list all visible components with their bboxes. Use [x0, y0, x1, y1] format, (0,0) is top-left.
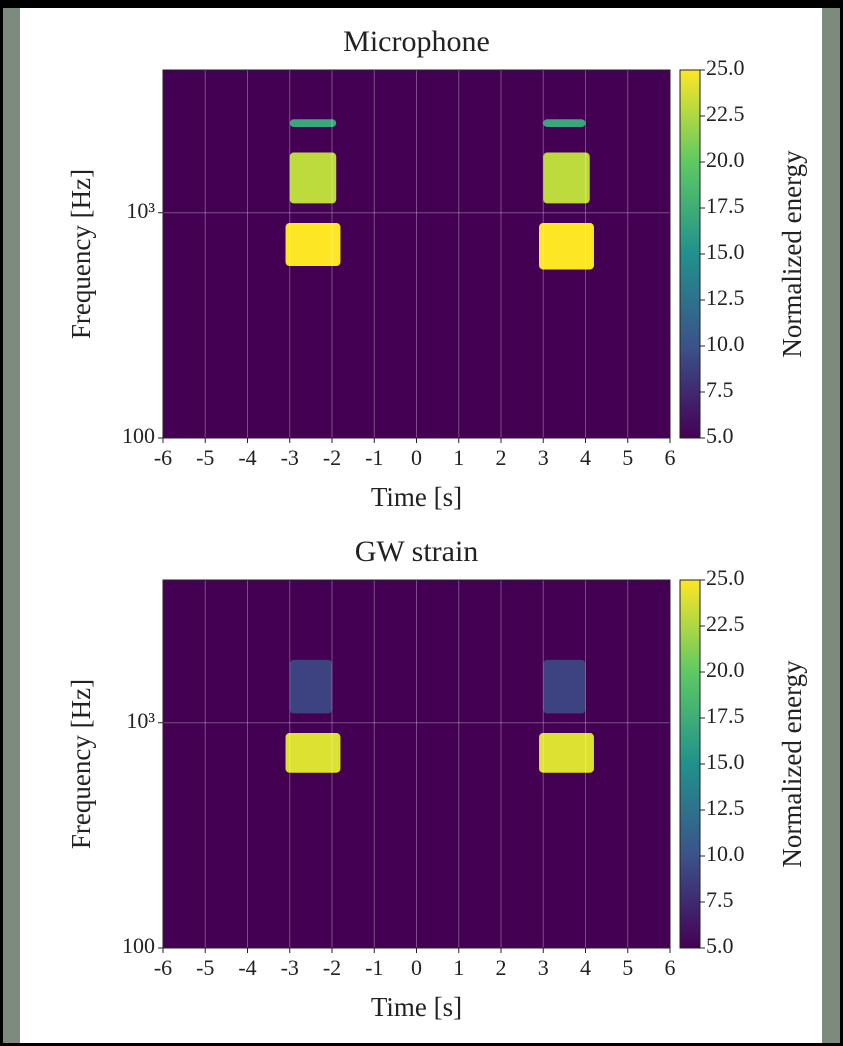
colorbar-tick-label: 5.0	[706, 423, 734, 448]
y-tick-label: 10³	[126, 198, 155, 223]
colorbar-tick-label: 20.0	[706, 657, 745, 682]
energy-patch	[285, 223, 341, 267]
x-tick-label: -2	[323, 955, 341, 980]
chart-title: GW strain	[355, 535, 479, 568]
x-tick-label: -6	[154, 445, 172, 470]
x-tick-label: 0	[411, 445, 422, 470]
energy-patch	[539, 223, 594, 270]
x-tick-label: 5	[622, 955, 633, 980]
x-tick-label: 0	[411, 955, 422, 980]
energy-patch	[285, 733, 341, 773]
colorbar-label: Normalized energy	[777, 660, 807, 868]
x-tick-label: 6	[665, 955, 676, 980]
x-axis-label: Time [s]	[371, 482, 462, 512]
x-tick-label: -4	[238, 955, 256, 980]
x-tick-label: 2	[496, 445, 507, 470]
colorbar-tick-label: 7.5	[706, 377, 734, 402]
y-tick-label: 100	[122, 423, 155, 448]
energy-patch	[289, 119, 337, 128]
x-tick-label: 5	[622, 445, 633, 470]
x-tick-label: 1	[453, 955, 464, 980]
energy-patch	[289, 659, 332, 714]
x-tick-label: -5	[196, 955, 214, 980]
x-tick-label: -1	[365, 955, 383, 980]
x-tick-label: 2	[496, 955, 507, 980]
y-tick-label: 10³	[126, 708, 155, 733]
side-strip	[822, 8, 840, 1043]
colorbar-tick-label: 15.0	[706, 749, 745, 774]
x-tick-label: 3	[538, 955, 549, 980]
x-tick-label: 4	[580, 955, 591, 980]
x-tick-label: -3	[281, 955, 299, 980]
colorbar-label: Normalized energy	[777, 150, 807, 358]
colorbar	[679, 579, 701, 949]
x-tick-label: 6	[665, 445, 676, 470]
x-tick-label: -1	[365, 445, 383, 470]
colorbar-tick-label: 17.5	[706, 703, 745, 728]
x-axis-label: Time [s]	[371, 992, 462, 1022]
colorbar-tick-label: 12.5	[706, 285, 745, 310]
colorbar-tick-label: 12.5	[706, 795, 745, 820]
colorbar-tick-label: 17.5	[706, 193, 745, 218]
colorbar-tick-label: 20.0	[706, 147, 745, 172]
colorbar-tick-label: 25.0	[706, 55, 745, 80]
y-tick-label: 100	[122, 933, 155, 958]
x-tick-label: 1	[453, 445, 464, 470]
y-axis-label: Frequency [Hz]	[66, 169, 96, 339]
colorbar-tick-label: 25.0	[706, 565, 745, 590]
chart-title: Microphone	[343, 25, 490, 58]
colorbar-tick-label: 7.5	[706, 887, 734, 912]
x-tick-label: 4	[580, 445, 591, 470]
energy-patch	[543, 152, 590, 204]
colorbar-tick-label: 22.5	[706, 101, 745, 126]
x-tick-label: -3	[281, 445, 299, 470]
side-strip	[3, 8, 20, 1043]
x-tick-label: -2	[323, 445, 341, 470]
axes-frame	[162, 69, 671, 439]
energy-patch	[289, 152, 337, 204]
colorbar	[679, 69, 701, 439]
colorbar-tick-label: 10.0	[706, 841, 745, 866]
x-tick-label: -5	[196, 445, 214, 470]
x-tick-label: -4	[238, 445, 256, 470]
colorbar-tick-label: 15.0	[706, 239, 745, 264]
energy-patch	[543, 659, 586, 714]
colorbar-tick-label: 5.0	[706, 933, 734, 958]
colorbar-tick-label: 10.0	[706, 331, 745, 356]
colorbar-tick-label: 22.5	[706, 611, 745, 636]
energy-patch	[543, 119, 586, 128]
x-tick-label: -6	[154, 955, 172, 980]
axes-frame	[162, 579, 671, 949]
energy-patch	[539, 733, 594, 773]
y-axis-label: Frequency [Hz]	[66, 679, 96, 849]
x-tick-label: 3	[538, 445, 549, 470]
